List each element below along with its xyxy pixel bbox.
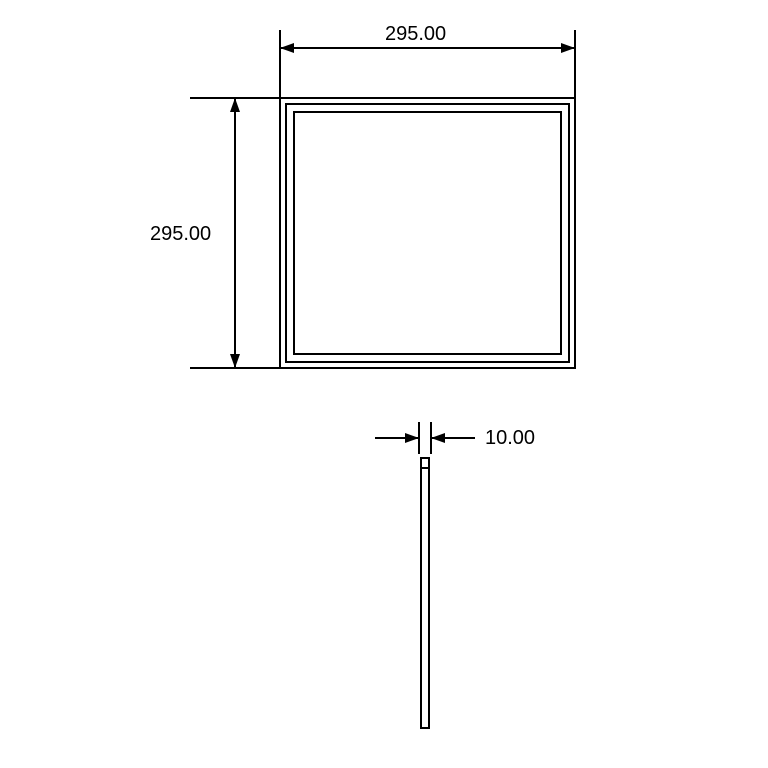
dim-height-label: 295.00 (150, 223, 211, 245)
dim-width-label: 295.00 (385, 23, 446, 45)
engineering-drawing: 295.00 295.00 10.00 (0, 0, 768, 768)
dim-thickness-label: 10.00 (485, 427, 535, 449)
